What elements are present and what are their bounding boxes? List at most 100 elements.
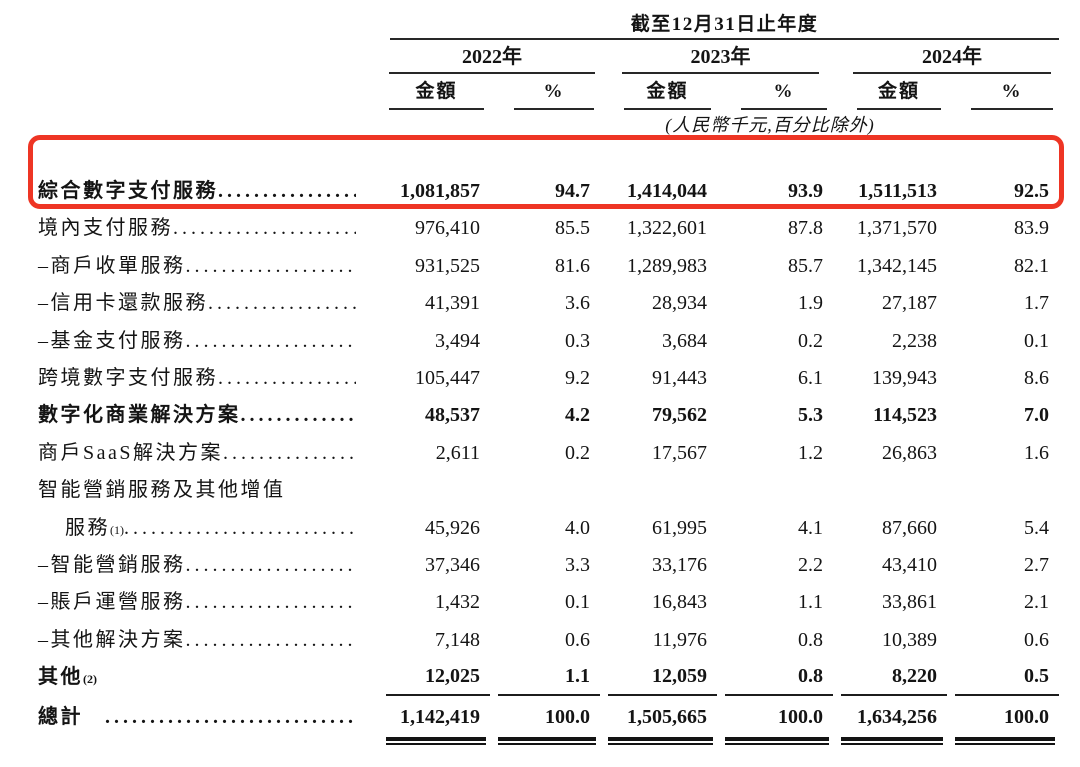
value-cell: 9.2 [565, 366, 590, 389]
double-rule-line [386, 736, 486, 745]
value-cell: 85.7 [788, 254, 823, 277]
year-group-2024: 2024年 [833, 40, 1059, 74]
value-cell: 61,995 [652, 516, 707, 539]
value-cell: 7,148 [435, 628, 480, 651]
value-cell: 0.8 [798, 628, 823, 651]
value-cell [833, 502, 947, 509]
year-label: 2023年 [622, 40, 819, 74]
row-label-text: 其他 [38, 665, 83, 688]
dot-leader [173, 217, 356, 240]
value-cell: 0.6 [1024, 628, 1049, 651]
row-label: 服務 (1) [35, 511, 386, 547]
year-label: 2024年 [853, 40, 1051, 74]
dot-leader [186, 255, 357, 278]
value-cell: 12,059 [600, 665, 717, 696]
value-with-rule: 8,220 [841, 665, 947, 696]
value-cell: 87.8 [788, 217, 823, 240]
year-group-2023: 2023年 [600, 40, 833, 74]
value-cell: 1,505,665 [627, 705, 707, 728]
value-cell: 0.3 [565, 329, 590, 352]
value-cell: 1.7 [1024, 292, 1049, 315]
value-cell: 2,611 [435, 441, 480, 464]
value-cell: 1,432 [435, 591, 480, 614]
value-cell: 1.1 [798, 591, 823, 614]
value-with-rule: 12,059 [608, 665, 717, 696]
value-cell: 79,562 [652, 404, 707, 427]
value-cell: 1.6 [1024, 441, 1049, 464]
row-label: –基金支付服務 [35, 324, 386, 360]
value-cell: 43,410 [882, 553, 937, 576]
totals-double-rule [833, 736, 947, 745]
totals-double-rule [490, 736, 600, 745]
row-label-text: –智能營銷服務 [38, 553, 186, 576]
value-cell: 2.2 [798, 553, 823, 576]
footnote-marker: (2) [83, 671, 97, 686]
value-cell: 83.9 [1014, 217, 1049, 240]
value-cell [947, 502, 1059, 509]
row-label: 總計 [35, 700, 386, 736]
double-rule-line [498, 736, 596, 745]
value-cell: 0.2 [798, 329, 823, 352]
unit-note: (人民幣千元,百分比除外) [665, 114, 875, 135]
value-cell: 5.3 [798, 404, 823, 427]
value-cell [490, 502, 600, 509]
value-cell: 33,176 [652, 553, 707, 576]
value-cell: 11,976 [652, 628, 707, 651]
totals-double-rule [947, 736, 1059, 745]
row-label: 跨境數字支付服務 [35, 361, 386, 397]
value-with-rule: 0.5 [955, 665, 1059, 696]
value-cell: 93.9 [788, 180, 823, 202]
value-cell: 48,537 [425, 404, 480, 427]
value-cell: 0.1 [565, 591, 590, 614]
row-label: 智能營銷服務及其他增值 [35, 473, 386, 509]
value-cell: 7.0 [1024, 404, 1049, 427]
value-cell: 0.8 [717, 665, 833, 696]
financial-table: 截至12月31日止年度 2022年 2023年 2024年 金額 % 金額 % … [35, 0, 1059, 748]
totals-double-rule [386, 736, 490, 745]
dot-leader [241, 404, 357, 427]
value-cell: 8.6 [1024, 366, 1049, 389]
value-cell: 45,926 [425, 516, 480, 539]
row-label-text: 智能營銷服務及其他增值 [38, 479, 286, 502]
value-cell: 0.2 [565, 441, 590, 464]
value-cell [717, 502, 833, 509]
value-cell: 8,220 [833, 665, 947, 696]
value-cell: 105,447 [415, 366, 480, 389]
row-label: 綜合數字支付服務 [35, 174, 386, 210]
value-cell: 94.7 [555, 180, 590, 202]
value-cell: 1,414,044 [627, 180, 707, 202]
col-header-amount-2023: 金額 [600, 76, 717, 110]
value-cell: 1,322,601 [627, 217, 707, 240]
row-label: –賬戶運營服務 [35, 585, 386, 621]
value-cell: 37,346 [425, 553, 480, 576]
value-cell [386, 502, 490, 509]
value-cell: 1,342,145 [857, 254, 937, 277]
col-header-text: 金額 [389, 76, 484, 110]
row-label-text: 境內支付服務 [38, 217, 173, 240]
col-header-text: % [971, 81, 1053, 110]
col-header-text: 金額 [624, 76, 711, 110]
col-header-amount-2024: 金額 [833, 76, 947, 110]
row-label-text: 綜合數字支付服務 [38, 180, 218, 202]
period-header-text: 截至12月31日止年度 [630, 14, 819, 35]
dot-leader [186, 591, 357, 614]
dot-leader [186, 629, 357, 652]
value-cell: 1,142,419 [400, 705, 480, 728]
row-label-text: –賬戶運營服務 [38, 591, 186, 614]
value-cell: 81.6 [555, 254, 590, 277]
value-cell: 100.0 [545, 705, 590, 728]
value-cell: 92.5 [1014, 180, 1049, 202]
col-header-percent-2024: % [947, 81, 1059, 110]
col-header-text: 金額 [857, 76, 941, 110]
dot-leader [218, 180, 356, 203]
value-cell [600, 502, 717, 509]
row-label-text: –商戶收單服務 [38, 254, 186, 277]
row-label-text: –基金支付服務 [38, 329, 186, 352]
col-header-percent-2023: % [717, 81, 833, 110]
double-rule-line [725, 736, 829, 745]
value-cell: 27,187 [882, 292, 937, 315]
value-cell: 3.6 [565, 292, 590, 315]
value-cell: 87,660 [882, 516, 937, 539]
col-header-text: % [514, 81, 594, 110]
value-cell: 1.9 [798, 292, 823, 315]
